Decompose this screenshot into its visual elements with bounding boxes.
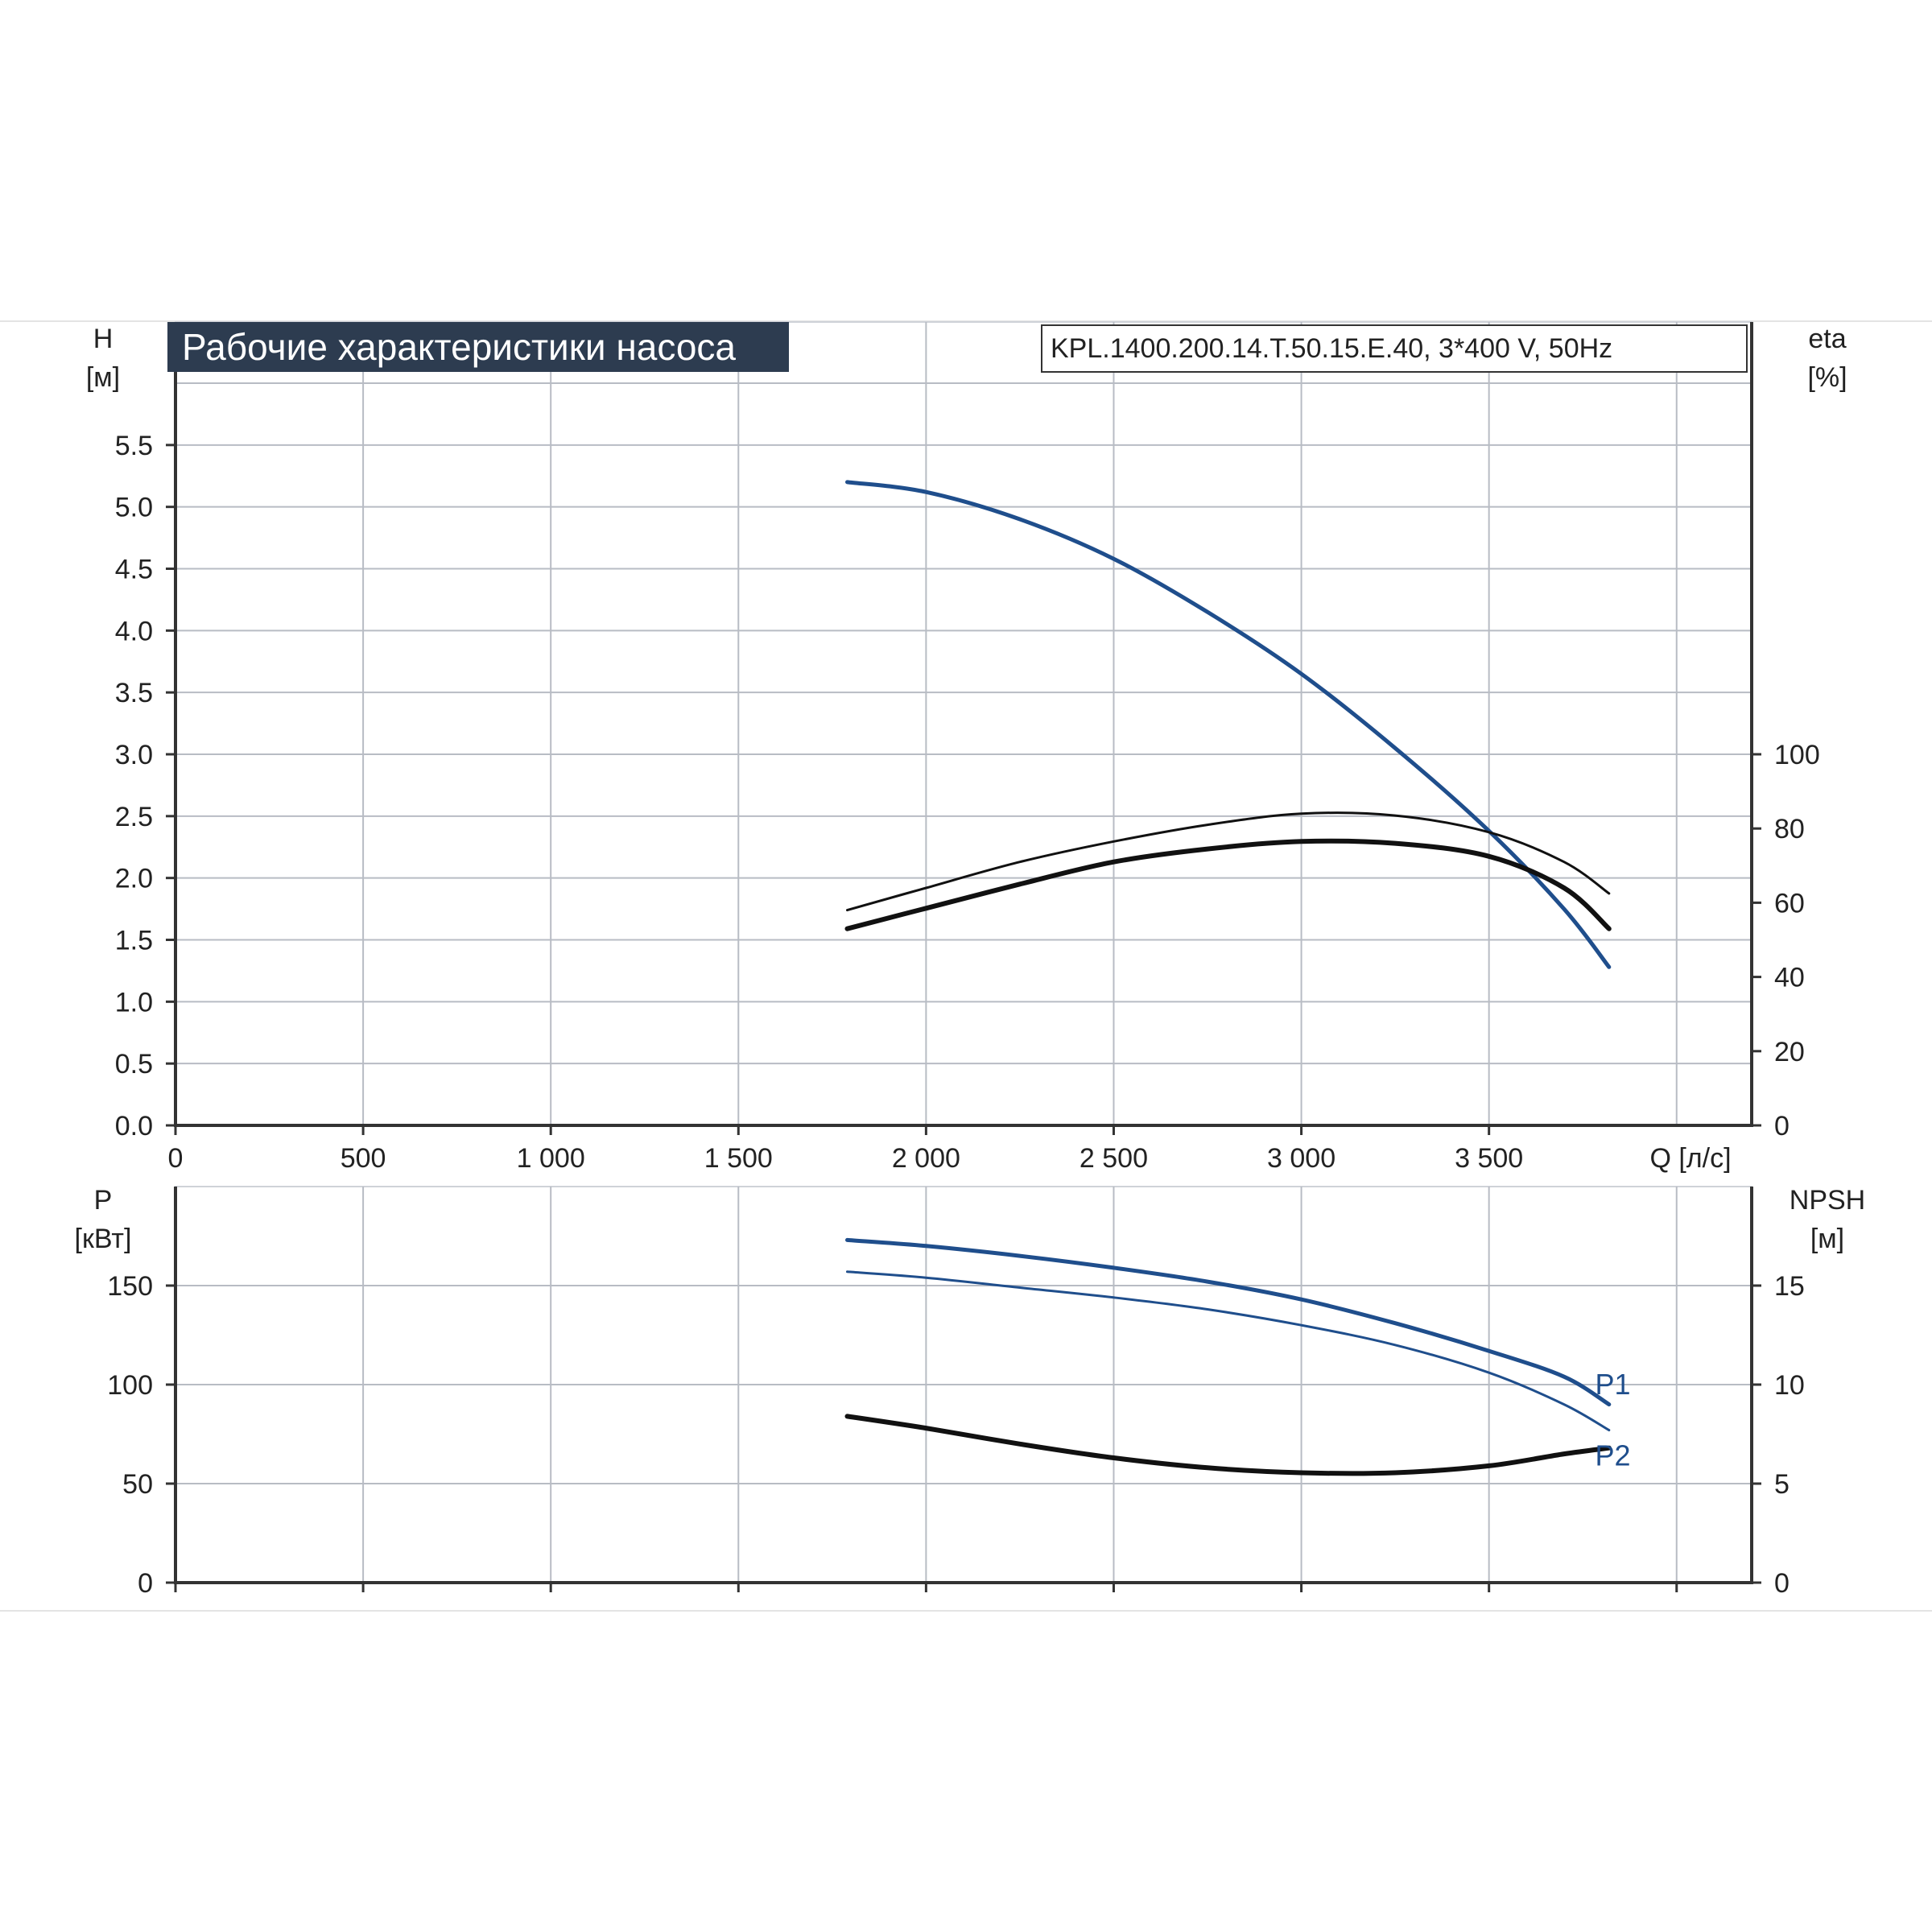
x-tick-label: 0 bbox=[168, 1143, 184, 1174]
bottom-left-tick-label: 100 bbox=[107, 1370, 153, 1401]
x-tick-label: 3 500 bbox=[1455, 1143, 1523, 1174]
bottom-left-tick-label: 150 bbox=[107, 1271, 153, 1302]
top-left-axis-title: H bbox=[93, 324, 114, 354]
top-left-tick-label: 0.0 bbox=[115, 1111, 153, 1141]
x-tick-label: 2 000 bbox=[892, 1143, 960, 1174]
bottom-left-tick-label: 0 bbox=[138, 1568, 153, 1599]
top-plot-area bbox=[175, 321, 1752, 1126]
top-right-tick-label: 80 bbox=[1774, 814, 1805, 844]
npsh-curve bbox=[844, 1414, 1612, 1476]
bottom-right-tick-label: 10 bbox=[1774, 1370, 1805, 1401]
top-left-tick-label: 5.0 bbox=[115, 493, 153, 523]
bottom-right-tick-label: 15 bbox=[1774, 1271, 1805, 1302]
top-left-tick-label: 2.5 bbox=[115, 802, 153, 832]
x-tick-label: 1 000 bbox=[517, 1143, 585, 1174]
top-right-axis-unit: [%] bbox=[1807, 362, 1847, 393]
top-right-axis-title: eta bbox=[1808, 324, 1846, 354]
top-right-tick-label: 60 bbox=[1774, 888, 1805, 919]
bottom-panel-series: P1 P2 bbox=[844, 1237, 1631, 1476]
top-left-tick-label: 2.0 bbox=[115, 864, 153, 894]
top-left-tick-label: 1.5 bbox=[115, 926, 153, 956]
bottom-right-tick-label: 0 bbox=[1774, 1568, 1790, 1599]
head-curve bbox=[845, 480, 1612, 969]
bottom-right-axis-unit: [м] bbox=[1810, 1224, 1844, 1254]
efficiency-curve bbox=[844, 838, 1612, 931]
bottom-right-tick-label: 5 bbox=[1774, 1469, 1790, 1500]
top-right-tick-label: 20 bbox=[1774, 1037, 1805, 1067]
bottom-left-axis-unit: [кВт] bbox=[75, 1224, 132, 1254]
x-axis-label: Q [л/с] bbox=[1649, 1143, 1731, 1174]
x-tick-label: 3 000 bbox=[1267, 1143, 1335, 1174]
axis-labels: 0.0 0.5 1.0 1.5 2.0 2.5 3.0 3.5 4.0 4.5 5.0 5.5 0 20 4… bbox=[75, 324, 1866, 1599]
series-label-p1: P1 bbox=[1595, 1368, 1630, 1401]
p2-power-curve bbox=[846, 1270, 1611, 1432]
top-left-tick-label: 4.0 bbox=[115, 616, 153, 646]
bottom-left-tick-label: 50 bbox=[122, 1469, 153, 1500]
top-right-tick-label: 100 bbox=[1774, 740, 1820, 770]
chart-title: Рабочие характеристики насоса bbox=[167, 322, 789, 372]
x-tick-label: 2 500 bbox=[1080, 1143, 1148, 1174]
bottom-right-axis-title: NPSH bbox=[1790, 1185, 1865, 1216]
frame-bottom-rule bbox=[0, 1610, 1932, 1612]
series-label-p2: P2 bbox=[1595, 1439, 1630, 1472]
x-tick-label: 1 500 bbox=[704, 1143, 773, 1174]
top-left-tick-label: 3.0 bbox=[115, 740, 153, 770]
top-right-tick-label: 0 bbox=[1774, 1111, 1790, 1141]
bottom-panel-grid bbox=[166, 1186, 1761, 1592]
top-panel-grid bbox=[166, 321, 1761, 1135]
p1-power-curve bbox=[845, 1237, 1612, 1407]
top-left-tick-label: 1.0 bbox=[115, 987, 153, 1018]
model-label: KPL.1400.200.14.T.50.15.E.40, 3*400 V, 5… bbox=[1041, 324, 1748, 373]
x-tick-label: 500 bbox=[341, 1143, 386, 1174]
top-left-tick-label: 5.5 bbox=[115, 431, 153, 461]
top-left-tick-label: 3.5 bbox=[115, 678, 153, 708]
top-panel-series bbox=[844, 480, 1612, 969]
top-right-tick-label: 40 bbox=[1774, 963, 1805, 993]
efficiency-curve bbox=[846, 811, 1611, 912]
top-left-tick-label: 4.5 bbox=[115, 555, 153, 585]
bottom-left-axis-title: P bbox=[94, 1185, 113, 1216]
top-left-tick-label: 0.5 bbox=[115, 1049, 153, 1080]
top-left-axis-unit: [м] bbox=[86, 362, 120, 393]
